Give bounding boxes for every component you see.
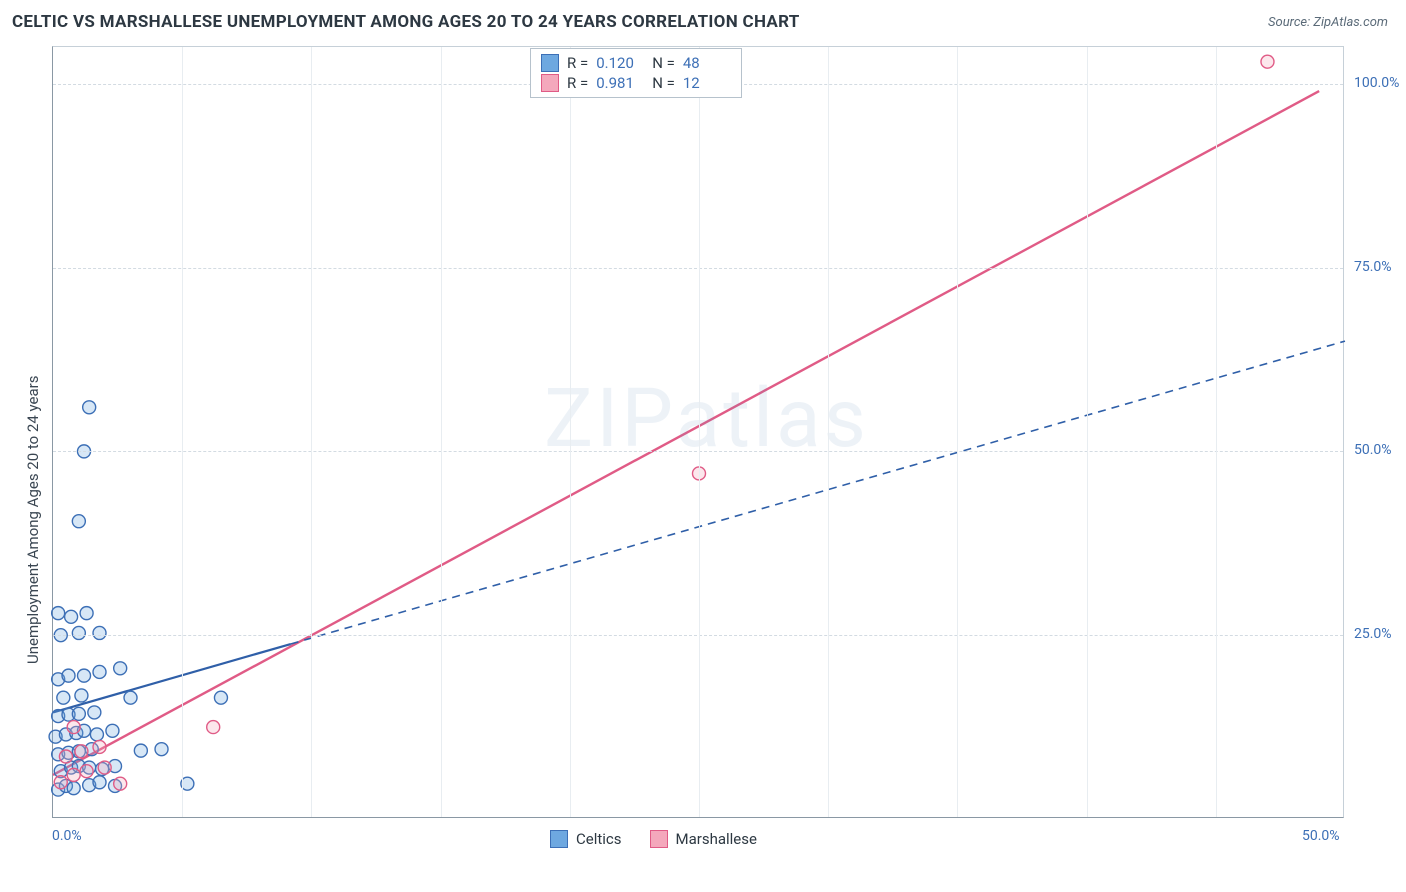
y-tick-label: 50.0% (1354, 442, 1392, 458)
legend-row-marshallese: R = 0.981 N = 12 (541, 73, 731, 93)
legend-row-celtics: R = 0.120 N = 48 (541, 53, 731, 73)
swatch-icon (650, 830, 668, 848)
swatch-icon (550, 830, 568, 848)
n-value-celtics: 48 (683, 54, 731, 72)
y-axis-label: Unemployment Among Ages 20 to 24 years (24, 375, 42, 663)
x-tick-label: 0.0% (52, 828, 82, 844)
legend-correlation: R = 0.120 N = 48 R = 0.981 N = 12 (530, 48, 742, 98)
n-value-marshallese: 12 (683, 74, 731, 92)
y-tick-label: 25.0% (1354, 626, 1392, 642)
r-label: R = (567, 74, 588, 92)
x-tick-label: 50.0% (1302, 828, 1340, 844)
swatch-icon (541, 74, 559, 92)
legend-label-marshallese: Marshallese (676, 830, 757, 848)
chart-plot-area: ZIPatlas (52, 46, 1344, 818)
header: CELTIC VS MARSHALLESE UNEMPLOYMENT AMONG… (0, 0, 1406, 38)
legend-label-celtics: Celtics (576, 830, 622, 848)
n-label: N = (652, 54, 675, 72)
y-tick-label: 75.0% (1354, 259, 1392, 275)
chart-title: CELTIC VS MARSHALLESE UNEMPLOYMENT AMONG… (12, 12, 800, 32)
legend-item-celtics: Celtics (550, 830, 622, 848)
y-tick-label: 100.0% (1354, 75, 1399, 91)
legend-item-marshallese: Marshallese (650, 830, 757, 848)
source-label: Source: ZipAtlas.com (1268, 15, 1388, 30)
legend-series: Celtics Marshallese (550, 830, 757, 848)
r-label: R = (567, 54, 588, 72)
r-value-marshallese: 0.981 (596, 74, 644, 92)
r-value-celtics: 0.120 (596, 54, 644, 72)
swatch-icon (541, 54, 559, 72)
n-label: N = (652, 74, 675, 92)
